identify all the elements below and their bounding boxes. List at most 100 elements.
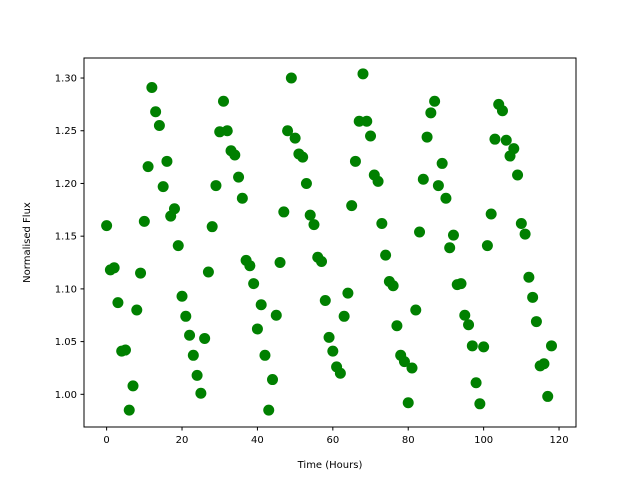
data-point: [474, 398, 486, 410]
data-point: [157, 181, 169, 193]
data-points: [101, 68, 557, 416]
data-point: [485, 208, 497, 220]
data-point: [101, 220, 113, 232]
data-point: [131, 304, 143, 316]
data-point: [410, 304, 422, 316]
data-point: [119, 344, 131, 356]
data-point: [135, 267, 147, 279]
data-point: [251, 323, 263, 335]
data-point: [142, 161, 154, 173]
data-point: [489, 133, 501, 145]
data-point: [357, 68, 369, 80]
data-point: [466, 340, 478, 352]
x-tick-label: 20: [176, 435, 189, 446]
y-tick-label: 1.20: [55, 179, 77, 190]
data-point: [187, 349, 199, 361]
data-point: [455, 278, 467, 290]
data-point: [244, 260, 256, 272]
data-point: [195, 387, 207, 399]
data-point: [206, 221, 218, 233]
data-point: [417, 173, 429, 185]
data-point: [259, 349, 271, 361]
data-point: [376, 218, 388, 230]
data-point: [387, 280, 399, 292]
data-point: [398, 356, 410, 368]
data-point: [184, 329, 196, 341]
x-tick-label: 100: [474, 435, 493, 446]
data-point: [176, 290, 188, 302]
data-point: [391, 320, 403, 332]
data-point: [202, 266, 214, 278]
data-point: [342, 287, 354, 299]
data-point: [338, 310, 350, 322]
data-point: [463, 319, 475, 331]
y-tick-label: 1.30: [55, 74, 77, 85]
data-point: [285, 72, 297, 84]
data-point: [508, 143, 520, 155]
x-tick-label: 80: [402, 435, 415, 446]
data-point: [138, 215, 150, 227]
x-axis: 0 20 40 60 80 100 120: [103, 427, 569, 446]
data-point: [282, 125, 294, 137]
data-point: [108, 262, 120, 274]
data-point: [255, 299, 267, 311]
data-point: [380, 249, 392, 261]
data-point: [300, 177, 312, 189]
data-point: [429, 95, 441, 107]
data-point: [346, 200, 358, 212]
data-point: [542, 390, 554, 402]
data-point: [530, 316, 542, 328]
data-point: [406, 362, 418, 374]
data-point: [440, 192, 452, 204]
data-point: [527, 291, 539, 303]
data-point: [425, 107, 437, 119]
data-point: [459, 309, 471, 321]
data-point: [270, 309, 282, 321]
data-point: [319, 294, 331, 306]
data-point: [233, 171, 245, 183]
data-point: [444, 242, 456, 254]
data-point: [402, 397, 414, 409]
data-point: [353, 115, 365, 127]
plot-frame: [83, 57, 577, 428]
data-point: [278, 206, 290, 218]
data-point: [168, 203, 180, 215]
data-point: [153, 119, 165, 131]
data-point: [274, 257, 286, 269]
data-point: [512, 169, 524, 181]
data-point: [248, 278, 260, 290]
y-axis-label: Normalised Flux: [22, 202, 33, 283]
data-point: [538, 358, 550, 370]
data-point: [372, 175, 384, 187]
data-point: [263, 404, 275, 416]
data-point: [523, 271, 535, 283]
y-tick-label: 1.10: [55, 284, 77, 295]
data-point: [267, 374, 279, 386]
data-point: [308, 219, 320, 231]
data-point: [478, 341, 490, 353]
data-point: [161, 155, 173, 167]
data-point: [365, 130, 377, 142]
data-point: [217, 95, 229, 107]
x-tick-label: 60: [326, 435, 339, 446]
data-point: [316, 255, 328, 267]
data-point: [191, 369, 203, 381]
y-tick-label: 1.15: [55, 232, 77, 243]
data-point: [123, 404, 135, 416]
y-tick-label: 1.05: [55, 337, 77, 348]
data-point: [221, 125, 233, 137]
data-point: [172, 240, 184, 252]
data-point: [519, 228, 531, 240]
y-axis: 1.00 1.05 1.10 1.15 1.20 1.25 1.30: [55, 74, 84, 401]
data-point: [236, 192, 248, 204]
y-tick-label: 1.00: [55, 390, 77, 401]
data-point: [334, 367, 346, 379]
data-point: [297, 151, 309, 163]
data-point: [323, 331, 335, 343]
data-point: [146, 82, 158, 94]
data-point: [496, 105, 508, 117]
data-point: [421, 131, 433, 143]
data-point: [470, 377, 482, 389]
data-point: [349, 155, 361, 167]
data-point: [150, 106, 162, 118]
